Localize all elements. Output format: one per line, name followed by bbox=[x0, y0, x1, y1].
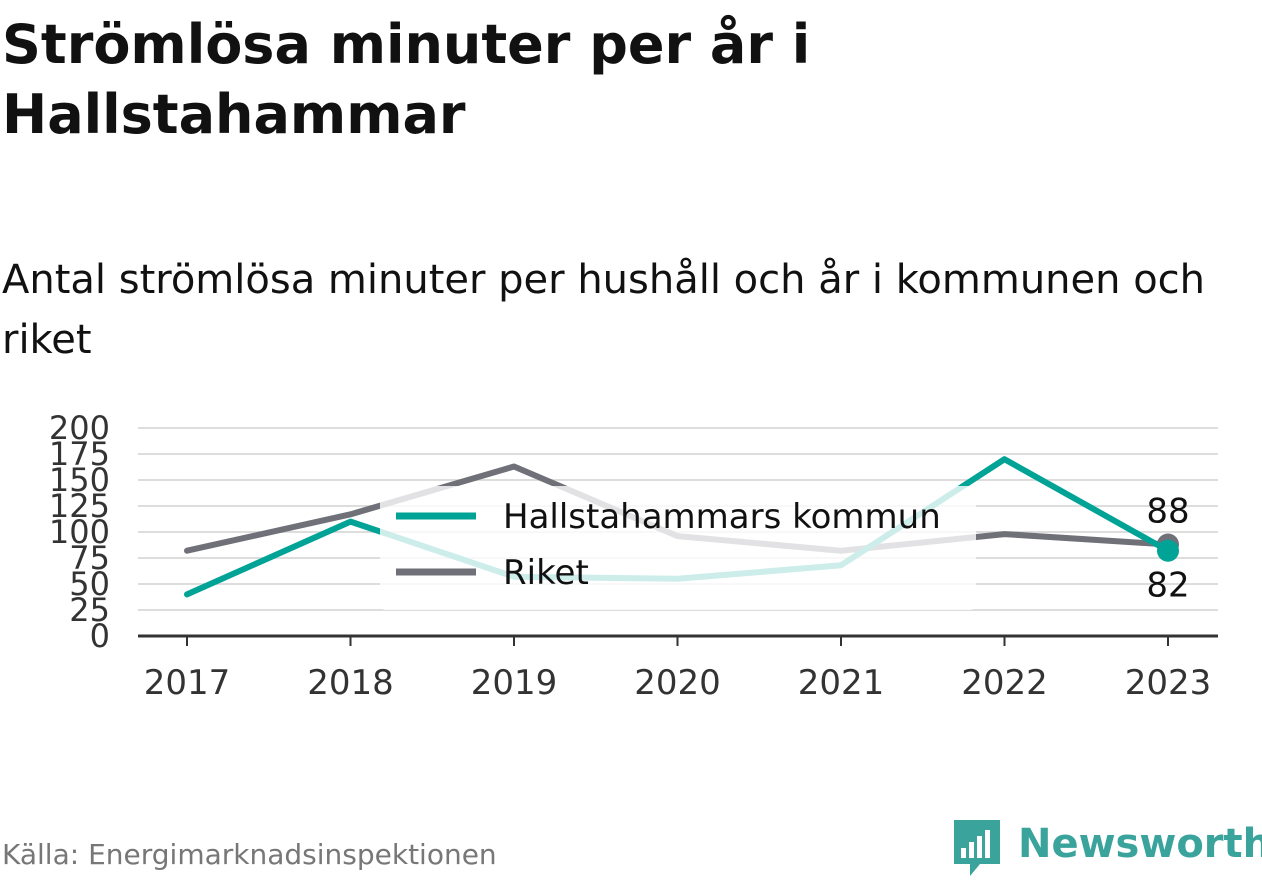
legend-background bbox=[380, 486, 976, 610]
legend: Hallstahammars kommun Riket bbox=[380, 486, 976, 610]
x-tick-label: 2022 bbox=[961, 663, 1048, 703]
end-point-kommun bbox=[1157, 539, 1179, 562]
x-tick-label: 2021 bbox=[798, 663, 885, 703]
end-labels: 88 82 bbox=[1146, 491, 1189, 605]
chart-subtitle: Antal strömlösa minuter per hushåll och … bbox=[2, 257, 1206, 363]
x-tick-label: 2023 bbox=[1125, 663, 1212, 703]
y-tick-label: 175 bbox=[49, 435, 110, 473]
x-tick-label: 2018 bbox=[307, 663, 394, 703]
legend-label: Riket bbox=[503, 553, 589, 593]
brand-name: Newsworthy bbox=[1018, 821, 1262, 867]
y-tick-label: 150 bbox=[49, 461, 110, 499]
chart-title: Strömlösa minuter per år i Hallstahammar bbox=[2, 13, 811, 146]
x-tick-label: 2017 bbox=[144, 663, 231, 703]
y-tick-label: 200 bbox=[49, 409, 110, 447]
end-label-riket: 88 bbox=[1146, 491, 1189, 531]
x-axis: 2017 2018 2019 2020 2021 2022 2023 bbox=[138, 634, 1218, 703]
x-tick-label: 2020 bbox=[634, 663, 721, 703]
x-tick-label: 2019 bbox=[471, 663, 558, 703]
y-tick-label: 100 bbox=[49, 513, 110, 551]
y-tick-label: 50 bbox=[69, 565, 110, 603]
newsworthy-logo-icon bbox=[954, 820, 1000, 876]
source-note: Källa: Energimarknadsinspektionen bbox=[2, 838, 497, 871]
legend-label: Hallstahammars kommun bbox=[503, 497, 941, 537]
y-tick-label: 25 bbox=[69, 591, 110, 629]
y-tick-label: 125 bbox=[49, 487, 110, 525]
y-tick-label: 0 bbox=[90, 617, 110, 655]
y-tick-label: 75 bbox=[69, 539, 110, 577]
end-label-kommun: 82 bbox=[1146, 566, 1189, 606]
